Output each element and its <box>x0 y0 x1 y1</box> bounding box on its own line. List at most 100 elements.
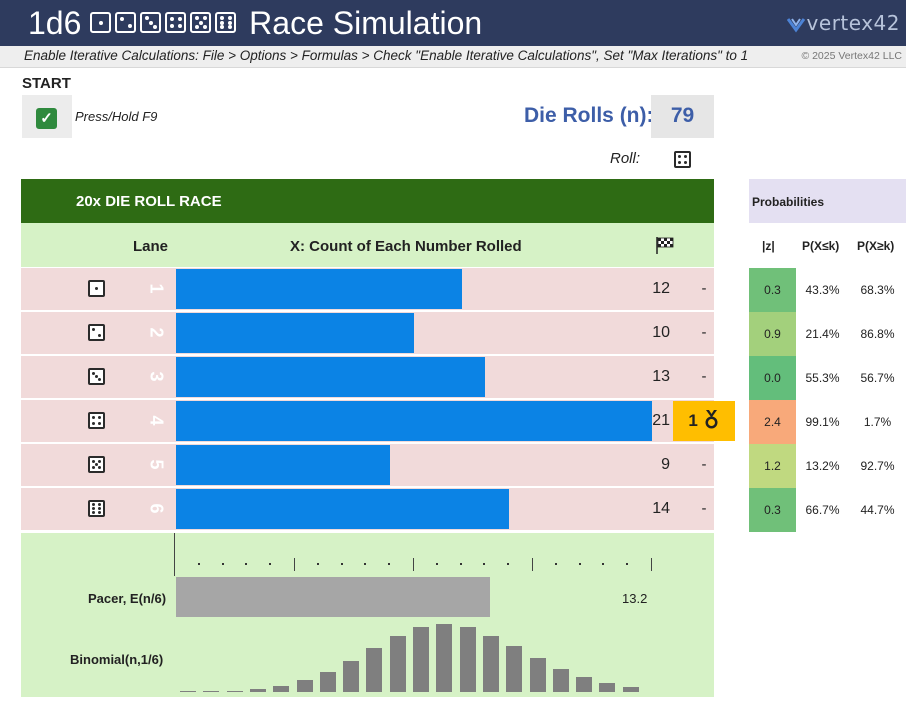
binomial-bar <box>249 689 266 692</box>
race-start-line <box>174 533 175 576</box>
z-cell: 0.9 <box>749 312 796 356</box>
title-dice-icons <box>90 5 240 41</box>
die-pip <box>97 333 101 337</box>
binomial-bar <box>319 672 336 692</box>
count-bar <box>176 357 485 397</box>
die-face-icon <box>88 500 105 517</box>
die-pip <box>220 20 225 25</box>
binomial-bar <box>296 680 313 692</box>
count-value: 14 <box>652 500 670 517</box>
axis-tick-dot <box>460 563 462 565</box>
pacer-value: 13.2 <box>622 591 648 606</box>
axis-tick-dot <box>269 563 271 565</box>
die-pip <box>97 510 101 514</box>
die-rolls-label: Die Rolls (n): <box>524 104 654 127</box>
count-value: 13 <box>652 368 670 385</box>
count-column-header: X: Count of Each Number Rolled <box>290 238 522 255</box>
axis-tick-dot <box>602 563 604 565</box>
die-pip <box>92 328 96 332</box>
die-pip <box>227 25 232 30</box>
count-bar <box>176 269 462 309</box>
binomial-bar <box>273 686 290 692</box>
die-pip <box>220 25 225 30</box>
die-pip <box>98 459 102 463</box>
roll-label: Roll: <box>610 150 641 167</box>
title-die-icon <box>115 12 137 33</box>
die-pip <box>91 466 95 470</box>
binomial-bar <box>576 677 593 692</box>
die-pip <box>97 421 101 425</box>
binomial-bar <box>413 627 429 692</box>
die-pip <box>170 16 175 21</box>
die-pip <box>177 16 182 21</box>
check-icon: ✓ <box>40 110 53 127</box>
die-pip <box>92 416 96 420</box>
die-pip <box>92 421 96 425</box>
p-ge-cell: 44.7% <box>860 503 895 517</box>
place-value: - <box>701 500 707 517</box>
start-checkbox[interactable]: ✓ <box>36 108 57 129</box>
die-pip <box>194 24 199 29</box>
place-value: - <box>701 456 707 473</box>
lane-column-header: Lane <box>133 238 169 255</box>
lane-number: 3 <box>146 371 167 382</box>
binomial-bar <box>529 658 546 692</box>
die-pip <box>148 20 153 25</box>
vertex42-logo[interactable]: vertex42 <box>786 11 900 35</box>
logo-text: vertex42 <box>806 11 900 35</box>
binomial-bar <box>389 636 406 692</box>
die-pip <box>98 466 102 470</box>
p-le-cell: 66.7% <box>805 503 840 517</box>
die-pip <box>683 155 687 159</box>
die-pip <box>678 155 682 159</box>
count-value: 9 <box>661 456 670 473</box>
count-bar <box>176 489 509 529</box>
p-ge-cell: 1.7% <box>863 415 892 429</box>
die-rolls-value: 79 <box>670 104 695 127</box>
lane-row: 5 9 - <box>21 444 714 486</box>
p-ge-cell: 92.7% <box>860 459 895 473</box>
count-bar <box>176 401 652 441</box>
title-suffix: Race Simulation <box>249 5 483 41</box>
title-die-icon <box>215 12 237 33</box>
lane-number: 2 <box>146 327 167 338</box>
die-pip <box>92 507 96 510</box>
pacer-bar <box>176 577 490 617</box>
start-label: START <box>22 75 71 92</box>
die-pip <box>227 20 232 25</box>
die-pip <box>91 371 95 375</box>
binomial-label: Binomial(n,1/6) <box>70 652 164 667</box>
title-die-icon <box>190 12 212 33</box>
axis-tick-dot <box>198 563 200 565</box>
axis-tick <box>413 558 414 571</box>
p-ge-cell: 56.7% <box>860 371 895 385</box>
lane-row: 1 12 - <box>21 268 714 310</box>
axis-tick-dot <box>507 563 509 565</box>
place-value: - <box>701 368 707 385</box>
axis-tick-dot <box>555 563 557 565</box>
vertex42-logo-icon <box>786 18 805 33</box>
binomial-bar <box>482 636 499 692</box>
die-pip <box>194 16 199 21</box>
p-ge-cell: 68.3% <box>860 283 895 297</box>
place-value: 1 <box>688 411 698 430</box>
winner-place-badge: 1 <box>673 401 735 441</box>
die-pip <box>177 24 182 29</box>
die-pip <box>683 160 687 164</box>
lane-number: 4 <box>146 415 167 426</box>
die-pip <box>92 510 96 514</box>
current-roll-die-icon <box>674 151 691 168</box>
page-title: 1d6 Race Simulation <box>28 3 482 43</box>
binomial-bar <box>552 669 569 692</box>
place-value: - <box>701 280 707 297</box>
z-cell: 0.3 <box>749 488 796 532</box>
count-value: 12 <box>652 280 670 297</box>
title-die-icon <box>165 12 187 33</box>
die-face-icon <box>88 368 105 385</box>
die-pip <box>98 20 103 25</box>
z-cell: 2.4 <box>749 400 796 444</box>
die-pip <box>92 503 96 507</box>
axis-tick-dot <box>364 563 366 565</box>
count-value: 10 <box>652 324 670 341</box>
die-pip <box>127 24 132 29</box>
